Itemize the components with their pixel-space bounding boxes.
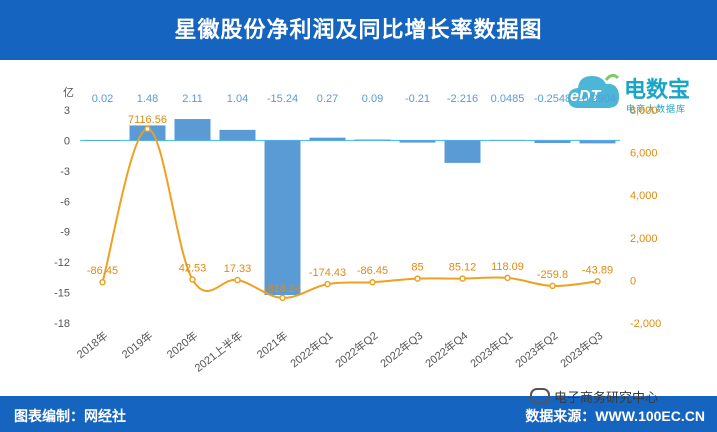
- data-source: 数据来源：WWW.100EC.CN: [525, 408, 705, 424]
- left-tick-label: -3: [60, 166, 70, 178]
- bar: [534, 140, 571, 144]
- left-tick-label: -6: [60, 196, 70, 208]
- line-point: [189, 276, 196, 283]
- wechat-icon: [530, 388, 550, 404]
- bar: [354, 139, 391, 141]
- line-point: [144, 125, 151, 133]
- left-tick-label: 3: [64, 105, 70, 117]
- left-tick-label: 0: [64, 135, 70, 147]
- bar-value-label: 0.09: [362, 93, 383, 105]
- category-label: 2021年: [254, 328, 291, 361]
- bar-value-label: 2.11: [182, 93, 203, 105]
- right-tick-label: 4,000: [630, 190, 658, 202]
- left-tick-label: -15: [54, 288, 70, 300]
- bar: [309, 137, 346, 141]
- left-tick-label: -18: [54, 318, 70, 330]
- category-label: 2022年Q4: [422, 328, 470, 370]
- line-point: [414, 275, 421, 282]
- bar-value-label: 1.48: [137, 93, 158, 105]
- category-label: 2019年: [119, 328, 156, 361]
- bar: [444, 140, 481, 163]
- right-tick-label: 2,000: [630, 233, 658, 245]
- line-value-label: -86.45: [87, 265, 118, 277]
- data-labels: 0.02 1.48 2.11 1.04 -15.24 0.27 0.09 -0.21 -2.21…: [87, 93, 616, 295]
- page-title: 星徽股份净利润及同比增长率数据图: [174, 17, 543, 42]
- logo-mark: eDT: [570, 88, 601, 105]
- bar: [579, 140, 616, 144]
- bar: [219, 129, 256, 141]
- category-label: 2022年Q2: [332, 328, 380, 370]
- right-tick-label: 8,000: [630, 105, 658, 117]
- category-label: 2020年: [164, 328, 201, 361]
- right-tick-label: 6,000: [630, 148, 658, 160]
- bar-value-label: -0.2548: [534, 93, 571, 105]
- line-point: [549, 282, 556, 290]
- line-point: [369, 278, 376, 286]
- right-tick-label: -2,000: [630, 318, 661, 330]
- line-point: [459, 275, 466, 282]
- bar: [84, 140, 121, 141]
- left-axis-unit: 亿: [63, 86, 74, 99]
- bar: [174, 119, 211, 141]
- category-label: 2018年: [74, 328, 111, 361]
- line-value-label: 85: [411, 262, 423, 274]
- bar: [489, 139, 526, 141]
- bar-value-label: 0.02: [92, 93, 113, 105]
- bar-value-label: -0.21: [405, 93, 430, 105]
- line-point: [234, 276, 241, 284]
- logo: eDT 电数宝 电商大数据库: [560, 66, 710, 130]
- line-value-label: 17.33: [224, 263, 252, 275]
- watermark: 电子商务研究中心: [530, 387, 658, 406]
- line-value-label: 42.53: [179, 262, 207, 274]
- line-point: [594, 278, 601, 285]
- line-point: [324, 280, 331, 288]
- line-point: [279, 294, 286, 302]
- line-value-label: -818.24: [264, 283, 301, 295]
- line-value-label: -43.89: [582, 264, 613, 276]
- category-label: 2023年Q2: [512, 328, 560, 370]
- logo-sub: 电商大数据库: [626, 104, 687, 114]
- left-tick-label: -12: [54, 257, 70, 269]
- line-point: [99, 278, 106, 286]
- chart-editor: 图表编制：网经社: [14, 408, 126, 424]
- chart-header: 星徽股份净利润及同比增长率数据图: [0, 0, 717, 60]
- cloud-icon: [568, 73, 620, 108]
- category-label: 2023年Q3: [557, 328, 605, 370]
- footer-bar: 图表编制：网经社 数据来源：WWW.100EC.CN: [0, 396, 717, 432]
- logo-brand: 电数宝: [624, 77, 691, 102]
- line-value-label: 85.12: [449, 262, 477, 274]
- line-value-label: 118.09: [491, 261, 524, 273]
- line-value-label: 7116.56: [128, 114, 167, 126]
- line-value-label: -174.43: [309, 267, 346, 279]
- category-label: 2023年Q1: [467, 328, 515, 370]
- category-label: 2022年Q3: [377, 328, 425, 370]
- right-tick-label: 0: [630, 275, 636, 287]
- bar-value-label: -2.216: [447, 93, 478, 105]
- left-tick-label: -9: [60, 227, 70, 239]
- combo-chart: 亿 3 0 -3 -6 -9 -12 -15 -18 8,000 6,000 4,000 2,000 0 -…: [54, 86, 661, 375]
- bar-value-label: 1.04: [227, 93, 248, 105]
- bar-value-label: 0.0485: [491, 93, 525, 105]
- watermark-text: 电子商务研究中心: [554, 390, 659, 405]
- bar-series: [84, 119, 616, 296]
- bar-value-label: 0.27: [317, 93, 338, 105]
- bar-value-label: -0.2904: [579, 93, 616, 105]
- line-series: [99, 125, 601, 302]
- category-label: 2022年Q1: [287, 328, 335, 370]
- bar-value-label: -15.24: [267, 93, 298, 105]
- line-value-label: -259.8: [537, 269, 568, 281]
- category-label: 2021上半年: [191, 328, 245, 374]
- bar: [399, 140, 436, 143]
- bar: [264, 140, 301, 296]
- bar: [129, 125, 166, 141]
- line-point: [504, 274, 511, 282]
- line-value-label: -86.45: [357, 265, 388, 277]
